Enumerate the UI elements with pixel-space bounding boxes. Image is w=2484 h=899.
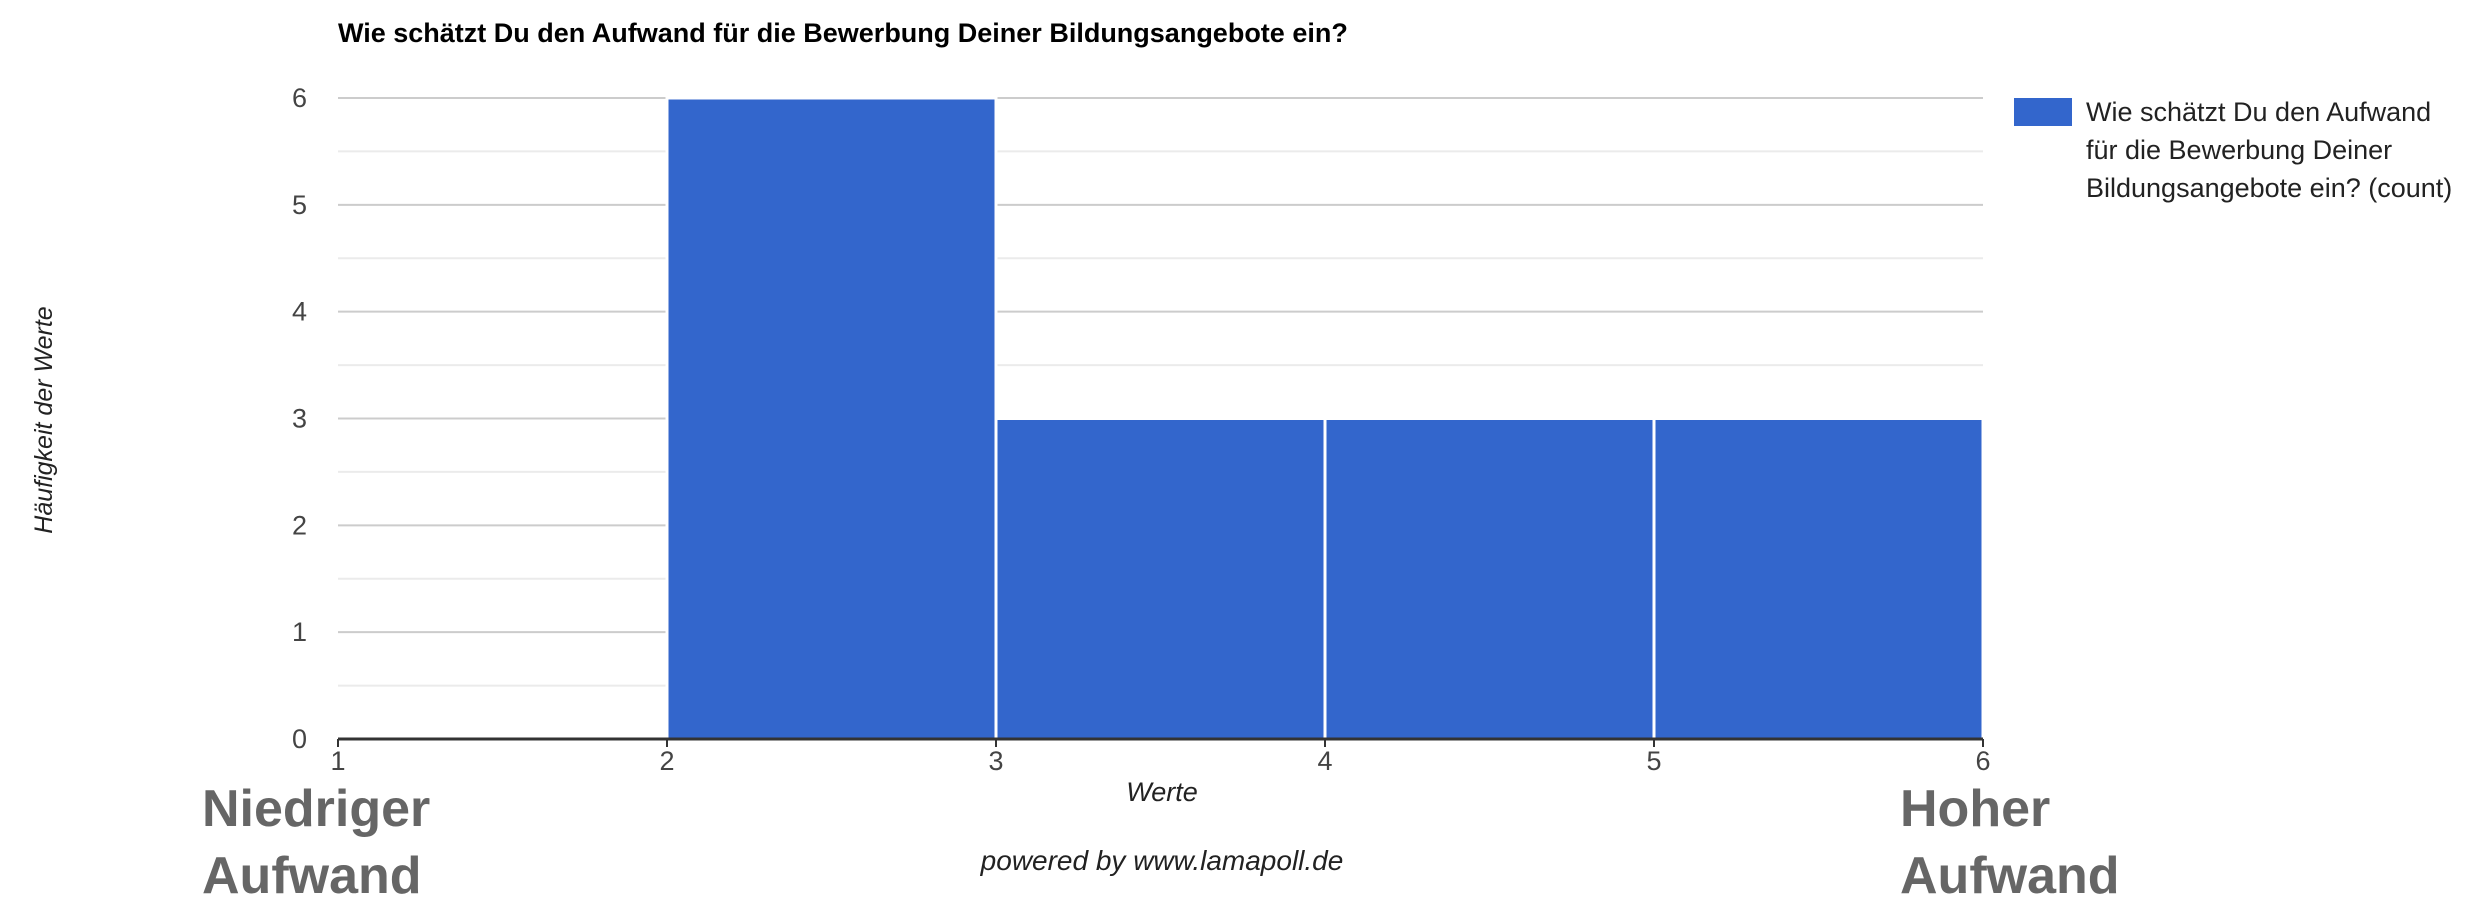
y-axis-title: Häufigkeit der Werte [30,306,58,533]
y-tick-label: 0 [292,724,307,754]
x-tick-label: 3 [988,746,1003,776]
y-tick-label: 6 [292,83,307,113]
legend-label: Wie schätzt Du den Aufwand für die Bewer… [2086,97,2452,203]
legend-swatch [2014,98,2072,126]
legend: Wie schätzt Du den Aufwand für die Bewer… [2014,97,2452,203]
y-tick-label: 1 [292,617,307,647]
low-effort-line: Niedriger [202,780,430,838]
legend-label-line: Bildungsangebote ein? (count) [2086,173,2452,203]
y-tick-label: 5 [292,190,307,220]
high-effort-label: Hoher Aufwand [1900,780,2120,899]
bars [665,96,1985,741]
x-tick-label: 5 [1646,746,1661,776]
y-tick-label: 2 [292,510,307,540]
chart-title: Wie schätzt Du den Aufwand für die Bewer… [338,18,1348,48]
x-axis-title: Werte [1126,777,1198,807]
y-tick-labels: 0 1 2 3 4 5 6 [292,83,307,754]
x-tick-label: 6 [1975,746,1990,776]
bar-bin-5-6 [1652,417,1985,741]
low-effort-line: Aufwand [202,847,422,899]
x-tick-label: 1 [330,746,345,776]
legend-label-line: Wie schätzt Du den Aufwand [2086,97,2431,127]
bar-bin-4-5 [1323,417,1656,741]
credit-text: powered by www.lamapoll.de [980,845,1344,876]
bar-bin-3-4 [994,417,1327,741]
x-tick-label: 2 [659,746,674,776]
bar-bin-2-3 [665,96,998,741]
high-effort-line: Aufwand [1900,847,2120,899]
y-tick-label: 3 [292,404,307,434]
y-tick-label: 4 [292,297,307,327]
high-effort-line: Hoher [1900,780,2050,838]
low-effort-label: Niedriger Aufwand [202,780,445,899]
legend-label-line: für die Bewerbung Deiner [2086,135,2392,165]
x-tick-labels: 1 2 3 4 5 6 [330,739,1991,776]
x-tick-label: 4 [1317,746,1332,776]
